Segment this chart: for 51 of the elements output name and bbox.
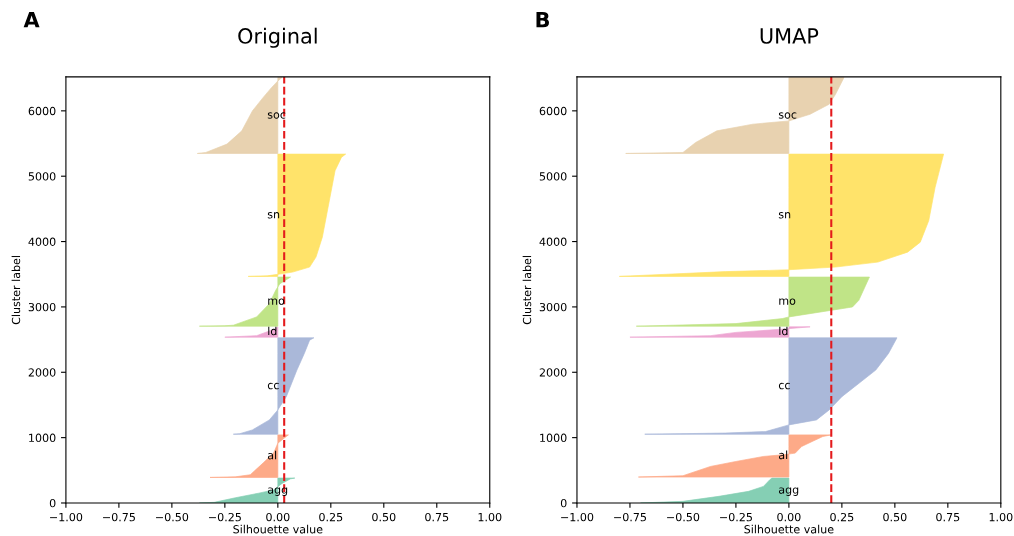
series-label: agg xyxy=(267,487,288,496)
series-label: ld xyxy=(268,326,277,336)
y-tick-label: 5000 xyxy=(28,172,56,181)
y-tick-label: 2000 xyxy=(28,368,56,377)
x-axis-title: Silhouette value xyxy=(233,524,323,534)
x-tick-label: 1.00 xyxy=(478,512,502,522)
x-tick-label: −0.75 xyxy=(614,512,646,522)
y-tick-label: 6000 xyxy=(28,106,56,116)
x-tick-label: −0.25 xyxy=(209,512,241,522)
x-tick-label: 0.00 xyxy=(266,512,290,522)
y-axis-title: Cluster label xyxy=(522,256,532,325)
x-axis-title: Silhouette value xyxy=(744,524,834,534)
x-tick-label: 0.75 xyxy=(936,512,960,522)
text: A xyxy=(23,12,40,28)
y-tick-label: 1000 xyxy=(29,433,56,443)
series-label: ld xyxy=(779,326,788,336)
chart-title: UMAP xyxy=(760,28,819,44)
x-tick-label: −1.00 xyxy=(561,512,594,522)
y-tick-label: 3000 xyxy=(539,302,567,312)
y-tick-label: 4000 xyxy=(539,237,567,246)
chart-title: Original xyxy=(238,27,317,48)
x-tick-label: −0.75 xyxy=(103,512,135,522)
series-label: al xyxy=(778,450,788,460)
y-tick-label: 1000 xyxy=(540,433,567,443)
y-tick-label: 2000 xyxy=(539,368,567,377)
x-tick-label: −0.25 xyxy=(720,512,752,522)
series-label: mo xyxy=(779,298,796,305)
series-label: agg xyxy=(778,487,799,496)
series-label: cc xyxy=(267,382,279,390)
y-tick-label: 5000 xyxy=(539,172,567,181)
x-tick-label: −1.00 xyxy=(50,512,83,522)
x-tick-label: 0.50 xyxy=(883,512,907,522)
x-tick-label: 0.00 xyxy=(777,512,801,522)
x-tick-label: 0.25 xyxy=(319,512,343,522)
series-label: soc xyxy=(778,112,797,119)
text: B xyxy=(536,12,549,28)
series-label: al xyxy=(267,450,277,460)
x-tick-label: 0.75 xyxy=(425,512,449,522)
y-axis-title: Cluster label xyxy=(11,256,21,325)
x-tick-label: −0.50 xyxy=(156,512,189,522)
x-tick-label: 0.25 xyxy=(830,512,854,522)
y-tick-label: 3000 xyxy=(28,302,56,312)
x-tick-label: 1.00 xyxy=(989,512,1013,522)
series-label: cc xyxy=(778,382,790,390)
y-tick-label: 6000 xyxy=(539,106,567,116)
y-tick-label: 0 xyxy=(560,498,567,508)
series-label: soc xyxy=(267,112,286,119)
x-tick-label: 0.50 xyxy=(372,512,396,522)
y-tick-label: 4000 xyxy=(28,237,56,246)
x-tick-label: −0.50 xyxy=(667,512,700,522)
y-tick-label: 0 xyxy=(49,498,56,508)
